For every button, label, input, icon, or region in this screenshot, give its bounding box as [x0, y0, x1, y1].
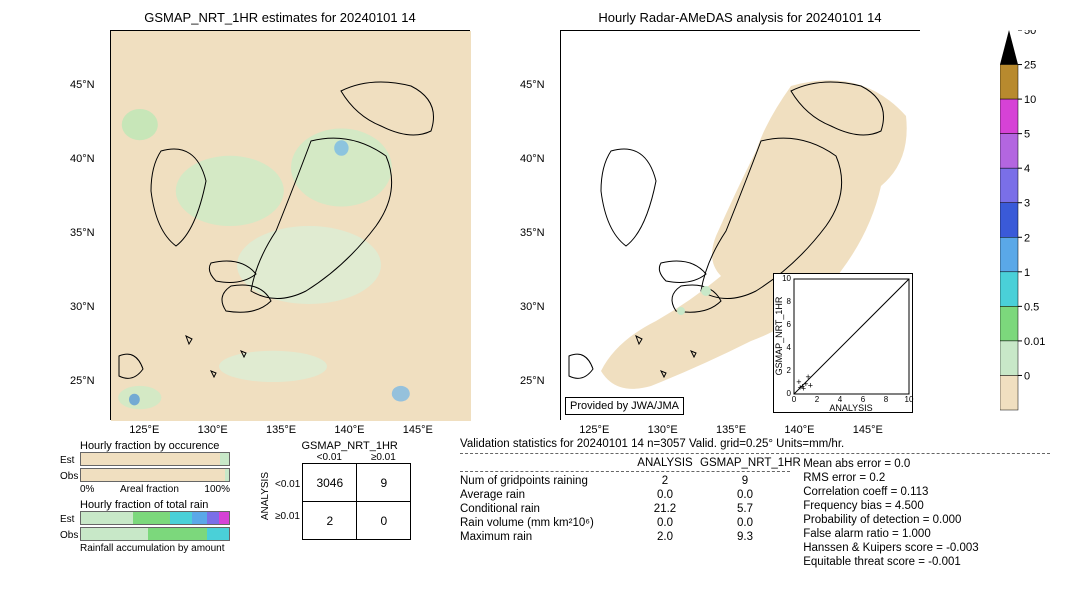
validation-row: Maximum rain2.09.3: [460, 530, 790, 544]
contingency-cells: 30469 20: [302, 463, 411, 540]
axis-tick: 40°N: [70, 153, 95, 165]
right-map-title: Hourly Radar-AMeDAS analysis for 2024010…: [540, 10, 940, 25]
svg-text:8: 8: [787, 297, 792, 306]
axis-tick: 35°N: [70, 227, 95, 239]
bar-label: Obs: [60, 471, 80, 482]
cont-cell: 9: [357, 464, 411, 502]
svg-text:+: +: [801, 384, 806, 394]
svg-text:10: 10: [782, 274, 791, 283]
cont-cell: 0: [357, 502, 411, 540]
fraction-occurrence: Hourly fraction by occurence Est Obs 0% A…: [60, 440, 240, 554]
validation-header: Validation statistics for 20240101 14 n=…: [460, 438, 1050, 454]
svg-text:0: 0: [792, 395, 797, 404]
frac-footer: Rainfall accumulation by amount: [80, 543, 240, 554]
val-col-b: GSMAP_NRT_1HR: [700, 457, 790, 469]
svg-text:+: +: [808, 380, 813, 390]
axis-tick: 35°N: [520, 227, 545, 239]
validation-metric: Correlation coeff = 0.113: [803, 485, 1043, 499]
bar-label: Est: [60, 455, 80, 466]
cont-rowlab-1: ≥0.01: [275, 511, 300, 522]
axis-tick: 135°E: [716, 424, 746, 436]
stacked-bar: [80, 511, 230, 525]
frac-xright: 100%: [204, 484, 230, 495]
svg-text:3: 3: [1024, 198, 1030, 210]
svg-text:8: 8: [884, 395, 889, 404]
left-map: [110, 30, 470, 420]
val-col-a: ANALYSIS: [630, 457, 700, 469]
axis-tick: 130°E: [198, 424, 228, 436]
bar-label: Est: [60, 514, 80, 525]
svg-text:GSMAP_NRT_1HR: GSMAP_NRT_1HR: [774, 296, 784, 375]
axis-tick: 45°N: [70, 79, 95, 91]
cont-col-title: GSMAP_NRT_1HR: [288, 440, 411, 452]
cont-cell: 2: [303, 502, 357, 540]
axis-tick: 135°E: [266, 424, 296, 436]
validation-metric: RMS error = 0.2: [803, 471, 1043, 485]
frac-total-title: Hourly fraction of total rain: [80, 499, 240, 511]
axis-tick: 25°N: [70, 375, 95, 387]
svg-text:5: 5: [1024, 129, 1030, 141]
axis-tick: 145°E: [853, 424, 883, 436]
frac-xleft: 0%: [80, 484, 94, 495]
validation-row: Rain volume (mm km²10⁶)0.00.0: [460, 516, 790, 530]
attribution-label: Provided by JWA/JMA: [565, 397, 684, 415]
contingency-table: GSMAP_NRT_1HR ANALYSIS <0.01 ≥0.01 <0.01…: [260, 440, 411, 540]
bar-label: Obs: [60, 530, 80, 541]
stacked-bar: [80, 468, 230, 482]
svg-text:6: 6: [787, 320, 792, 329]
svg-text:1: 1: [1024, 267, 1030, 279]
left-map-title: GSMAP_NRT_1HR estimates for 20240101 14: [80, 10, 480, 25]
validation-metric: Frequency bias = 4.500: [803, 499, 1043, 513]
svg-text:ANALYSIS: ANALYSIS: [829, 403, 872, 413]
stacked-bar: [80, 452, 230, 466]
svg-text:50: 50: [1024, 30, 1036, 37]
axis-tick: 25°N: [520, 375, 545, 387]
svg-text:2: 2: [1024, 232, 1030, 244]
cont-rowlab-0: <0.01: [275, 479, 300, 490]
validation-metric: Equitable threat score = -0.001: [803, 555, 1043, 569]
axis-tick: 30°N: [70, 301, 95, 313]
validation-metric: Hanssen & Kuipers score = -0.003: [803, 541, 1043, 555]
left-map-svg: [111, 31, 471, 421]
svg-text:0: 0: [1024, 370, 1030, 382]
svg-text:25: 25: [1024, 60, 1036, 72]
frac-xlabel: Areal fraction: [120, 484, 179, 495]
cont-collab-1: ≥0.01: [356, 452, 410, 463]
validation-metric: Probability of detection = 0.000: [803, 513, 1043, 527]
cont-collab-0: <0.01: [302, 452, 356, 463]
validation-row: Average rain0.00.0: [460, 488, 790, 502]
validation-stats: Validation statistics for 20240101 14 n=…: [460, 438, 1050, 569]
svg-text:4: 4: [787, 343, 792, 352]
svg-text:0: 0: [787, 389, 792, 398]
cont-cell: 3046: [303, 464, 357, 502]
svg-text:0.01: 0.01: [1024, 336, 1045, 348]
svg-text:2: 2: [815, 395, 820, 404]
right-map: Provided by JWA/JMA +++++++ 0246810 0246…: [560, 30, 920, 420]
svg-text:4: 4: [1024, 163, 1030, 175]
cont-row-title: ANALYSIS: [260, 472, 271, 520]
axis-tick: 145°E: [403, 424, 433, 436]
svg-text:0.5: 0.5: [1024, 301, 1039, 313]
validation-row: Num of gridpoints raining29: [460, 474, 790, 488]
svg-text:2: 2: [787, 366, 792, 375]
frac-occ-title: Hourly fraction by occurence: [80, 440, 240, 452]
axis-tick: 140°E: [334, 424, 364, 436]
axis-tick: 140°E: [784, 424, 814, 436]
axis-tick: 125°E: [129, 424, 159, 436]
axis-tick: 125°E: [579, 424, 609, 436]
axis-tick: 130°E: [648, 424, 678, 436]
svg-text:10: 10: [905, 395, 914, 404]
stacked-bar: [80, 527, 230, 541]
axis-tick: 40°N: [520, 153, 545, 165]
validation-metric: Mean abs error = 0.0: [803, 457, 1043, 471]
inset-scatter: +++++++ 0246810 0246810 ANALYSIS GSMAP_N…: [773, 273, 913, 413]
validation-row: Conditional rain21.25.7: [460, 502, 790, 516]
svg-text:10: 10: [1024, 94, 1036, 106]
validation-metric: False alarm ratio = 1.000: [803, 527, 1043, 541]
axis-tick: 30°N: [520, 301, 545, 313]
colorbar: 50 25 10 5 4 3 2 1 0.5 0.01 0: [1000, 30, 1070, 433]
axis-tick: 45°N: [520, 79, 545, 91]
